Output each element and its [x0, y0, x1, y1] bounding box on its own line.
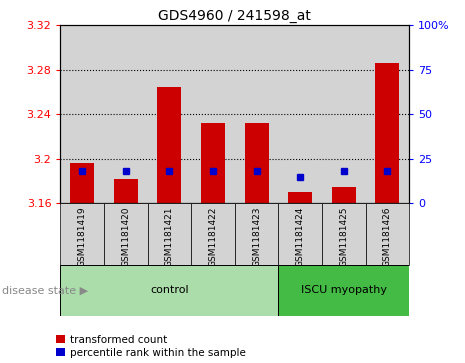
Text: disease state ▶: disease state ▶ — [2, 285, 88, 295]
Bar — [201, 123, 225, 203]
Bar — [104, 203, 147, 265]
Bar — [279, 265, 409, 316]
Bar — [279, 25, 322, 203]
Bar — [245, 123, 269, 203]
Bar — [191, 25, 235, 203]
Bar — [375, 63, 399, 203]
Bar — [288, 192, 312, 203]
Bar — [148, 25, 191, 203]
Bar — [104, 25, 147, 203]
Bar — [60, 203, 104, 265]
Text: GSM1181424: GSM1181424 — [296, 206, 305, 267]
Text: GSM1181421: GSM1181421 — [165, 206, 174, 267]
Bar — [332, 187, 356, 203]
Bar — [191, 203, 235, 265]
Bar — [60, 25, 104, 203]
Text: ISCU myopathy: ISCU myopathy — [301, 285, 387, 295]
Bar — [158, 86, 181, 203]
Bar — [148, 203, 191, 265]
Text: GSM1181426: GSM1181426 — [383, 206, 392, 267]
Text: GSM1181423: GSM1181423 — [252, 206, 261, 267]
Bar — [322, 25, 365, 203]
Title: GDS4960 / 241598_at: GDS4960 / 241598_at — [159, 9, 311, 23]
Text: control: control — [150, 285, 189, 295]
Text: GSM1181422: GSM1181422 — [208, 206, 218, 267]
Bar — [322, 203, 365, 265]
Bar — [60, 265, 279, 316]
Bar — [279, 203, 322, 265]
Bar — [114, 179, 138, 203]
Bar — [365, 203, 409, 265]
Legend: transformed count, percentile rank within the sample: transformed count, percentile rank withi… — [56, 335, 246, 358]
Bar — [365, 25, 409, 203]
Bar — [235, 25, 279, 203]
Text: GSM1181419: GSM1181419 — [78, 206, 87, 267]
Text: GSM1181420: GSM1181420 — [121, 206, 130, 267]
Bar — [70, 163, 94, 203]
Bar — [235, 203, 279, 265]
Text: GSM1181425: GSM1181425 — [339, 206, 348, 267]
